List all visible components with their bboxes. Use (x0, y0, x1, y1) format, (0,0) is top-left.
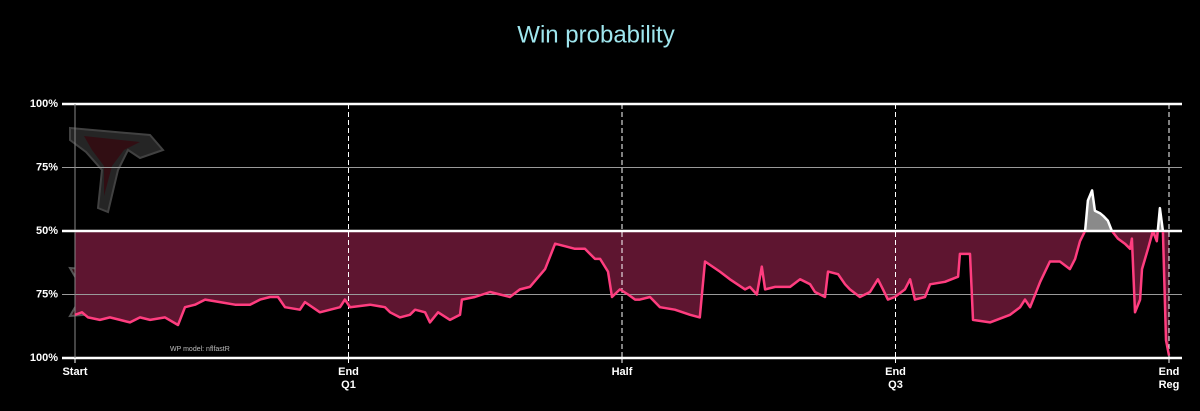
x-tick-label: End Q3 (885, 366, 906, 391)
x-tick-label: End Q1 (338, 366, 359, 391)
falcons-logo (69, 126, 165, 214)
win-prob-line (74, 189, 1171, 356)
x-tick-label: Half (612, 366, 633, 378)
x-tick-label: End Reg (1159, 366, 1180, 391)
chart-title: Win probability (517, 21, 674, 48)
y-tick-label: 100% (30, 98, 58, 110)
annotation: WP model: nflfastR (170, 346, 230, 353)
y-tick-label: 75% (36, 161, 58, 173)
x-tick-label: Start (62, 366, 87, 378)
y-tick-label: 100% (30, 352, 58, 364)
y-tick-label: 50% (36, 225, 58, 237)
plot-area: 100% 75% 50% 75% 100% Start End Q1 Half End Q3 End R… (30, 98, 1182, 391)
y-tick-label: 75% (36, 288, 58, 300)
